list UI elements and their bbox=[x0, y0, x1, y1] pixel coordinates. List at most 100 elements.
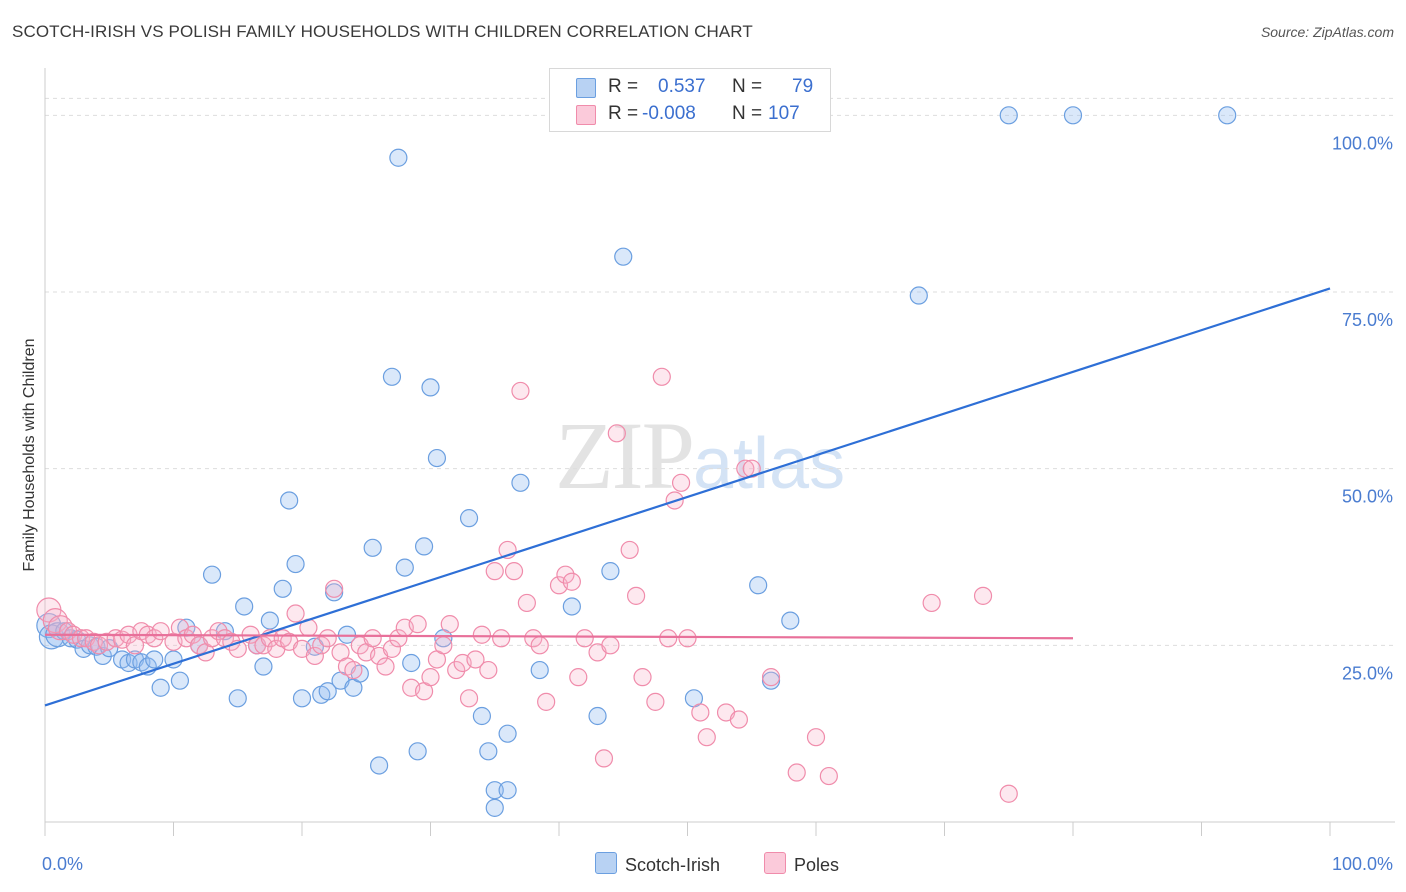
scotch-irish-point bbox=[1218, 106, 1237, 125]
scotch-irish-point bbox=[614, 247, 633, 266]
legend-r-label: R = bbox=[608, 103, 639, 124]
poles-point bbox=[84, 632, 103, 651]
scotch-irish-point bbox=[402, 653, 421, 673]
scotch-irish-point bbox=[479, 742, 498, 761]
legend-r-value: 0.537 bbox=[658, 76, 706, 97]
poles-point bbox=[504, 562, 524, 581]
watermark-atlas: atlas bbox=[693, 424, 846, 504]
legend-r-value: -0.008 bbox=[642, 103, 696, 124]
scotch-irish-point bbox=[749, 576, 768, 595]
poles-point bbox=[626, 586, 646, 605]
poles-point bbox=[697, 728, 716, 747]
y-tick-label: 25.0% bbox=[1342, 663, 1393, 683]
legend-swatch-poles bbox=[576, 105, 596, 125]
poles-point bbox=[459, 689, 479, 708]
poles-point bbox=[312, 636, 331, 655]
poles-point bbox=[325, 579, 344, 598]
legend-n-value: 79 bbox=[792, 76, 814, 97]
poles-point bbox=[485, 562, 504, 581]
scotch-irish-point bbox=[170, 671, 190, 690]
legend-n-label: N = bbox=[732, 76, 763, 97]
scotch-irish-point bbox=[485, 781, 504, 800]
legend-row-poles: R = -0.008 N = 107 bbox=[550, 100, 830, 128]
scotch-irish-point bbox=[395, 558, 414, 577]
poles-point bbox=[556, 565, 575, 584]
poles-point bbox=[440, 615, 459, 634]
poles-point bbox=[678, 629, 697, 648]
scotch-irish-point bbox=[421, 378, 440, 397]
legend-n-label: N = bbox=[732, 103, 763, 124]
poles-point bbox=[729, 710, 749, 729]
scotch-irish-point bbox=[145, 650, 164, 669]
poles-point bbox=[524, 629, 543, 648]
scotch-irish-point bbox=[318, 682, 337, 701]
poles-point bbox=[646, 692, 665, 711]
bottom-legend-label-scotch-irish: Scotch-Irish bbox=[625, 855, 721, 875]
scotch-irish-point bbox=[151, 678, 170, 697]
scotch-irish-point bbox=[202, 565, 222, 584]
poles-point bbox=[594, 749, 614, 768]
poles-point bbox=[787, 763, 806, 782]
poles-point bbox=[973, 586, 993, 605]
legend-r-label: R = bbox=[608, 76, 639, 97]
poles-point bbox=[466, 650, 485, 669]
poles-point bbox=[421, 668, 440, 687]
poles-point bbox=[537, 692, 556, 711]
watermark: ZIPatlas bbox=[555, 400, 845, 511]
poles-point bbox=[691, 703, 710, 722]
poles-point bbox=[659, 629, 678, 648]
poles-point bbox=[575, 629, 594, 648]
poles-point bbox=[408, 615, 427, 634]
poles-point bbox=[620, 540, 639, 560]
y-tick-label: 50.0% bbox=[1342, 487, 1393, 507]
scotch-irish-point bbox=[459, 509, 479, 528]
watermark-zip: ZIP bbox=[555, 402, 695, 509]
poles-point bbox=[202, 629, 222, 648]
poles-point bbox=[999, 784, 1018, 803]
scotch-irish-point bbox=[601, 562, 620, 581]
scotch-irish-point bbox=[280, 491, 299, 510]
bottom-legend-swatch-poles bbox=[764, 852, 786, 874]
chart-source: Source: ZipAtlas.com bbox=[1260, 24, 1394, 40]
poles-point bbox=[530, 636, 549, 655]
poles-point bbox=[652, 367, 671, 386]
scotch-irish-point bbox=[999, 106, 1018, 125]
poles-point bbox=[607, 424, 626, 443]
y-tick-label: 75.0% bbox=[1342, 310, 1393, 330]
scotch-irish-point bbox=[235, 597, 254, 616]
poles-point bbox=[376, 657, 395, 676]
scotch-irish-point bbox=[1063, 106, 1083, 125]
poles-point bbox=[562, 572, 581, 591]
scotch-irish-point bbox=[408, 742, 427, 761]
scotch-irish-point bbox=[472, 706, 491, 726]
poles-point bbox=[671, 473, 691, 492]
poles-point bbox=[286, 604, 305, 623]
scotch-irish-point bbox=[260, 611, 279, 630]
poles-point bbox=[922, 593, 941, 613]
bottom-legend-poles: Poles bbox=[764, 852, 839, 876]
poles-point bbox=[601, 636, 620, 655]
poles-point bbox=[479, 660, 498, 680]
scotch-irish-point bbox=[382, 367, 402, 386]
legend: R = 0.537 N = 79 R = -0.008 N = 107 bbox=[549, 68, 831, 132]
scotch-irish-point bbox=[254, 657, 273, 676]
scotch-irish-point bbox=[511, 473, 530, 492]
x-tick-label: 100.0% bbox=[1332, 854, 1393, 874]
poles-point bbox=[447, 660, 466, 680]
poles-point bbox=[344, 660, 363, 680]
poles-point bbox=[318, 629, 337, 648]
scotch-irish-point bbox=[414, 537, 434, 556]
poles-point bbox=[472, 625, 491, 644]
poles-point bbox=[761, 668, 781, 687]
legend-row-scotch-irish: R = 0.537 N = 79 bbox=[550, 73, 830, 101]
legend-swatch-scotch-irish bbox=[576, 78, 596, 98]
poles-point bbox=[434, 636, 453, 655]
scotch-irish-point bbox=[498, 781, 517, 800]
y-tick-label: 100.0% bbox=[1332, 133, 1393, 153]
bottom-legend-label-poles: Poles bbox=[794, 855, 840, 875]
scotch-irish-point bbox=[498, 724, 517, 743]
poles-point bbox=[382, 639, 402, 658]
poles-point bbox=[492, 629, 511, 648]
scotch-irish-point bbox=[370, 756, 389, 775]
